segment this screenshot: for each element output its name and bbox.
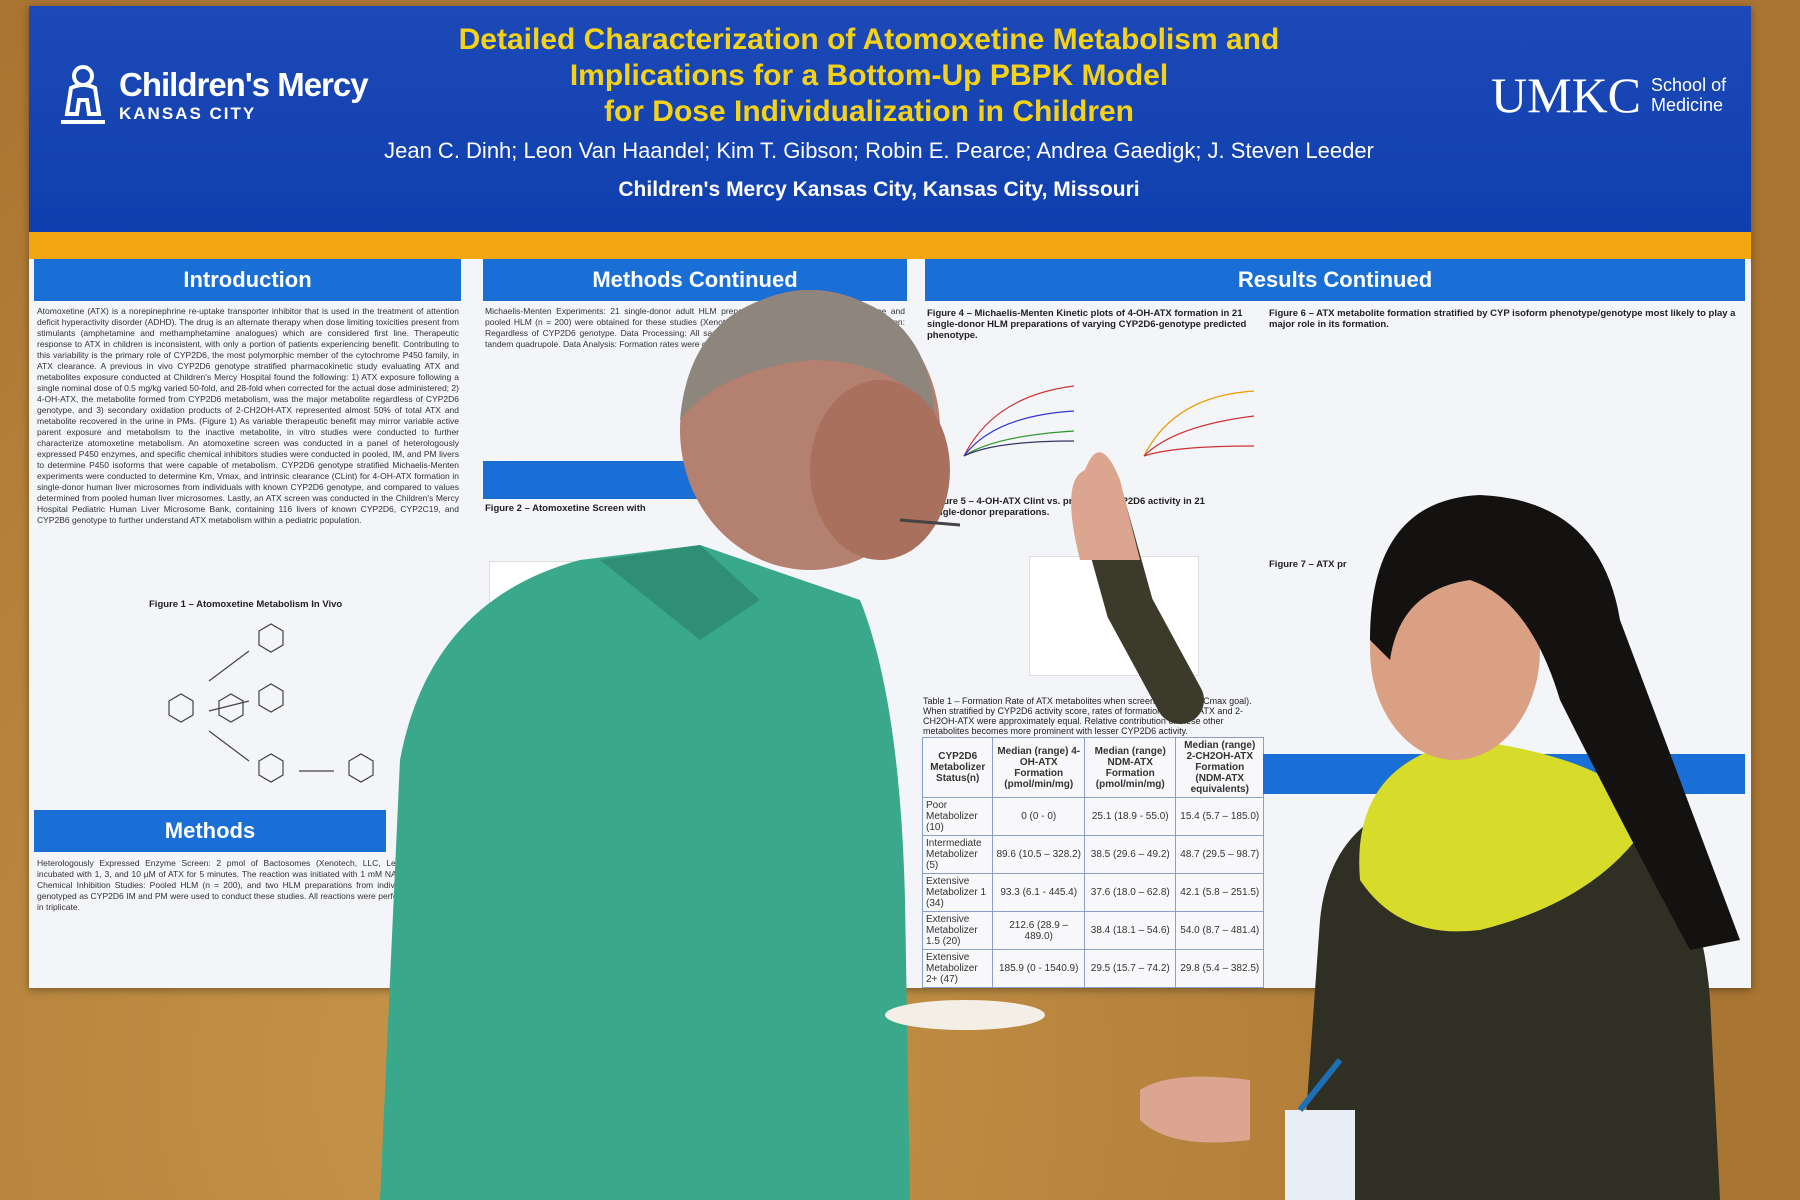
table-row: Intermediate Metabolizer (5) 89.6 (10.5 –… — [921, 835, 1264, 874]
poster-affiliation: Children's Mercy Kansas City, Kansas Cit… — [618, 178, 1140, 201]
methods-continued-text: Michaelis-Menten Experiments: 21 single-… — [485, 306, 905, 349]
figure4-kinetic-plots — [963, 385, 1255, 457]
yellow-scarf — [1359, 740, 1650, 932]
id-badge — [1285, 1110, 1355, 1200]
umkc-logo: UMKC School of Medicine — [1491, 67, 1727, 123]
man-in-green-shirt — [380, 290, 961, 1200]
introduction-text: Atomoxetine (ATX) is a norepinephrine re… — [37, 306, 459, 525]
figure5-caption: Figure 5 – 4-OH-ATX Clint vs. predicted … — [929, 496, 1205, 518]
section-methods: Methods — [34, 810, 386, 852]
section-introduction: Introduction — [34, 259, 461, 301]
section-results-continued: Results Continued — [925, 259, 1745, 301]
childrens-mercy-logo: Children's Mercy KANSAS CITY — [57, 64, 369, 126]
poster-authors: Jean C. Dinh; Leon Van Haandel; Kim T. G… — [384, 138, 1374, 163]
figure7-caption: Figure 7 – ATX pr — [1269, 559, 1347, 570]
figure2-caption: Figure 2 – Atomoxetine Screen with — [485, 503, 646, 514]
table1-caption: Table 1 – Formation Rate of ATX metaboli… — [923, 696, 1252, 736]
plate — [885, 1000, 1045, 1030]
black-hair — [1370, 495, 1740, 950]
orange-band — [29, 232, 1751, 259]
figure1-metabolism-diagram — [168, 623, 374, 783]
methods-text: Heterologously Expressed Enzyme Screen: … — [37, 858, 417, 912]
poster-header: Children's Mercy KANSAS CITY Detailed Cha… — [29, 6, 1751, 232]
woman-in-yellow-scarf — [1071, 452, 1740, 1200]
section-methods-continued: Methods Continued — [483, 259, 907, 301]
pointing-hand — [1071, 452, 1140, 560]
poster-title: Detailed Characterization of Atomoxetine… — [458, 23, 1280, 128]
figure4-caption: Figure 4 – Michaelis-Menten Kinetic plot… — [927, 308, 1247, 341]
table-row: Extensive Metabolizer 1.5 (20) 212.6 (28.… — [921, 911, 1264, 950]
table-row: Extensive Metabolizer 2+ (47) 185.9 (0 - … — [921, 949, 1264, 988]
figure1-caption: Figure 1 – Atomoxetine Metabolism In Viv… — [149, 599, 343, 610]
childrens-mercy-figure-icon — [61, 65, 105, 124]
table1-formation-rates: CYP2D6 Metabolizer Status(n) Median (rang… — [921, 737, 1264, 988]
figure6-caption: Figure 6 – ATX metabolite formation stra… — [1269, 308, 1736, 330]
table-row: Extensive Metabolizer 1 (34) 93.3 (6.1 - … — [921, 873, 1264, 912]
